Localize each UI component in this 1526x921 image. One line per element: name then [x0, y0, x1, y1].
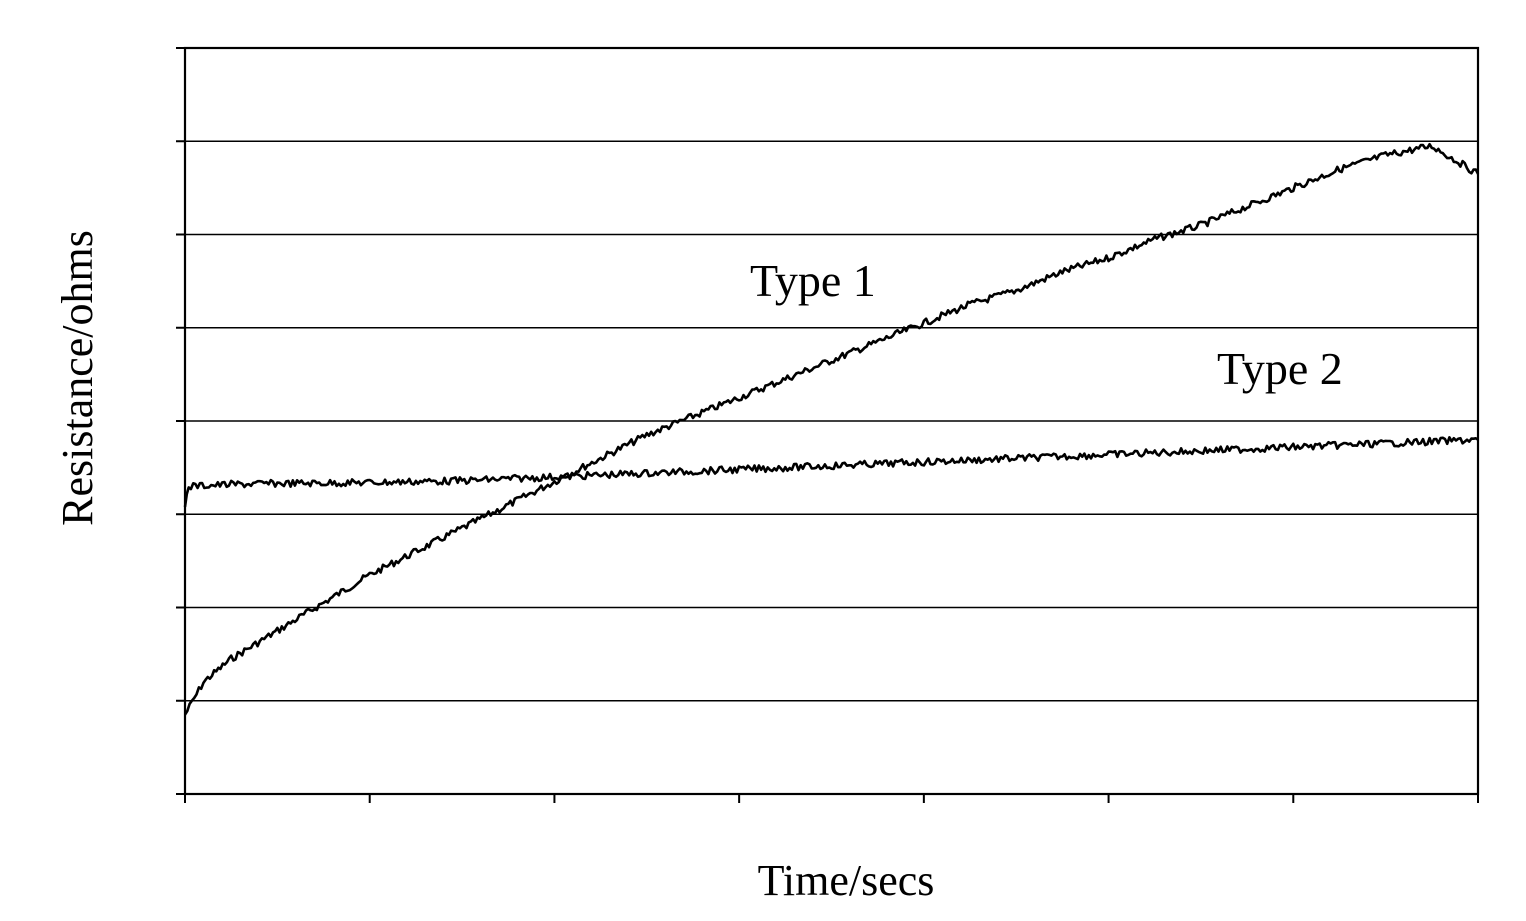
series-label-type-2: Type 2 [1217, 343, 1343, 394]
plot-frame [183, 46, 1480, 796]
series-label-type-1: Type 1 [750, 255, 876, 306]
gridlines [185, 140, 1478, 702]
axis-ticks [176, 47, 1479, 803]
y-axis-title: Resistance/ohms [53, 230, 102, 526]
series-line-2 [183, 435, 1479, 508]
x-axis-title: Time/secs [758, 856, 935, 905]
series-line-1 [183, 142, 1480, 716]
series-lines [183, 142, 1480, 716]
